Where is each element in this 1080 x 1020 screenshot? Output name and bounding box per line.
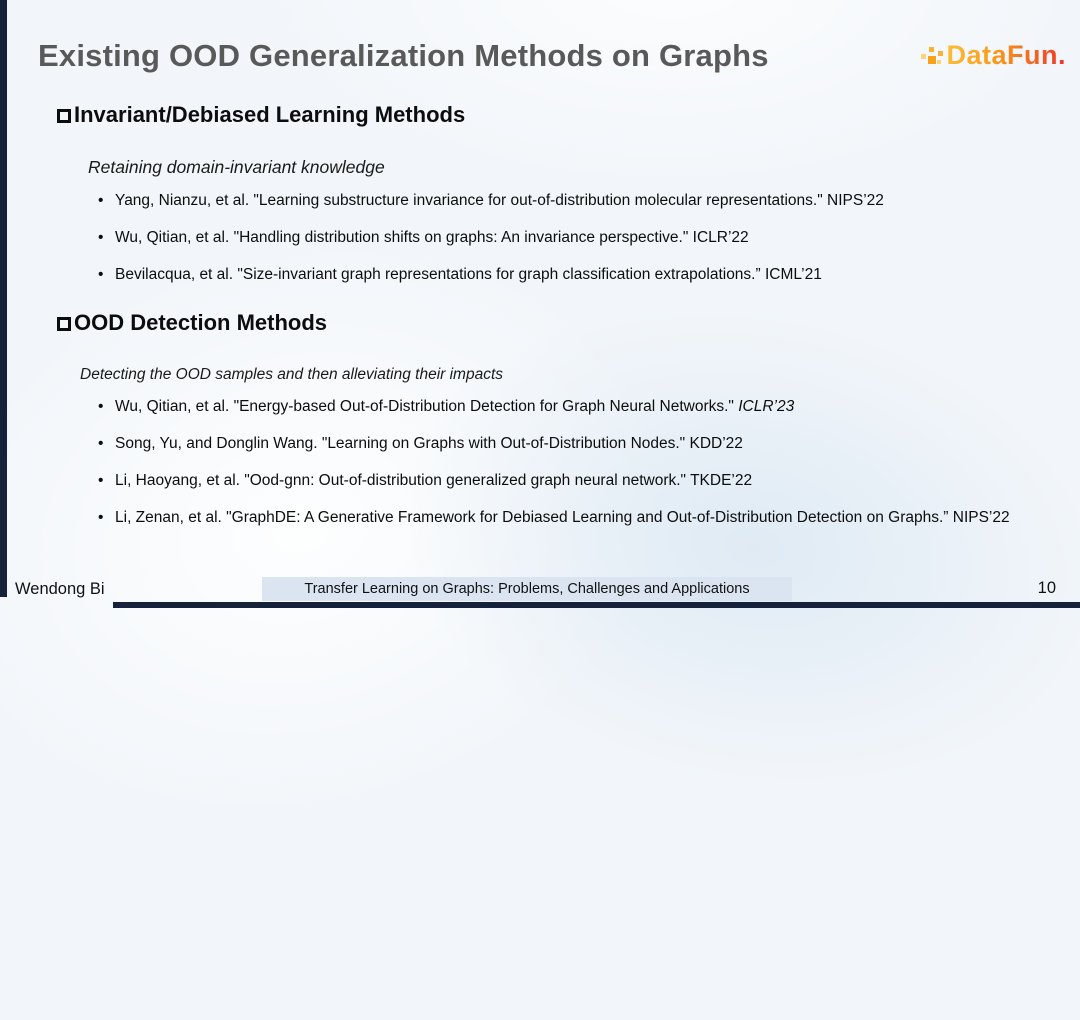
reference-item: Li, Haoyang, et al. "Ood-gnn: Out-of-dis… <box>58 462 1063 499</box>
logo-pixels-icon <box>919 41 945 71</box>
reference-item: Bevilacqua, et al. "Size-invariant graph… <box>58 256 1063 293</box>
square-bullet-icon <box>57 108 71 123</box>
footer-author: Wendong Bi <box>15 580 105 598</box>
page-number: 10 <box>1037 579 1056 597</box>
datafun-logo: DataFun. <box>919 40 1066 71</box>
reference-item: Song, Yu, and Donglin Wang. "Learning on… <box>58 425 1063 462</box>
slide-left-border <box>0 0 7 597</box>
section-heading-invariant-debiased: Invariant/Debiased Learning Methods <box>57 102 465 128</box>
reference-item: Wu, Qitian, et al. "Energy-based Out-of-… <box>58 388 1063 425</box>
section-subtitle: Detecting the OOD samples and then allev… <box>80 366 504 383</box>
section-subtitle: Retaining domain-invariant knowledge <box>88 157 385 177</box>
reference-item: Li, Zenan, et al. "GraphDE: A Generative… <box>58 499 1063 536</box>
venue-italic: ICLR’23 <box>738 398 795 415</box>
section-heading-label: OOD Detection Methods <box>74 310 328 335</box>
reference-item: Yang, Nianzu, et al. "Learning substruct… <box>58 182 1063 219</box>
section-heading-ood-detection: OOD Detection Methods <box>57 310 327 336</box>
reference-item: Wu, Qitian, et al. "Handling distributio… <box>58 219 1063 256</box>
footer-presentation-title: Transfer Learning on Graphs: Problems, C… <box>262 577 792 601</box>
square-bullet-icon <box>57 316 71 331</box>
logo-text: DataFun. <box>946 40 1066 70</box>
reference-list-invariant: Yang, Nianzu, et al. "Learning substruct… <box>58 182 1063 293</box>
section-heading-label: Invariant/Debiased Learning Methods <box>74 102 466 127</box>
slide-title: Existing OOD Generalization Methods on G… <box>38 38 769 73</box>
slide-bottom-border <box>113 602 1080 608</box>
reference-list-ood-detection: Wu, Qitian, et al. "Energy-based Out-of-… <box>58 388 1063 536</box>
